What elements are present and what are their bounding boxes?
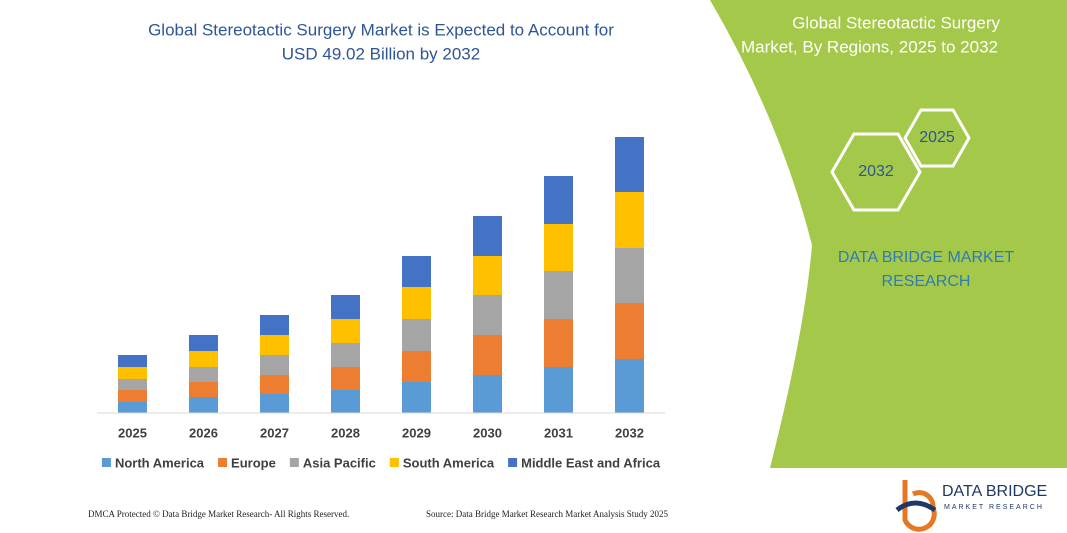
bar-segment <box>331 295 360 319</box>
x-tick-label: 2025 <box>118 425 147 440</box>
brand-text: DATA BRIDGE MARKET <box>838 249 1015 266</box>
bar-segment <box>473 335 502 375</box>
bar-segment <box>402 319 431 351</box>
bar-segment <box>260 355 289 375</box>
x-tick-label: 2028 <box>331 425 360 440</box>
bar-segment <box>473 216 502 256</box>
bar-segment <box>189 382 218 397</box>
bar-segment <box>260 335 289 355</box>
bar-segment <box>615 248 644 303</box>
x-tick-label: 2029 <box>402 425 431 440</box>
logo-subtext: MARKET RESEARCH <box>944 504 1044 511</box>
footer-left: DMCA Protected © Data Bridge Market Rese… <box>88 509 349 519</box>
bar-segment <box>544 319 573 367</box>
bar-segment <box>615 303 644 359</box>
bar-segment <box>402 382 431 413</box>
bar-segment <box>189 351 218 367</box>
bar-segment <box>473 295 502 335</box>
hex-label: 2032 <box>858 163 894 180</box>
hexagon <box>830 132 922 212</box>
bar-segment <box>118 379 147 390</box>
hexagon <box>903 108 971 168</box>
chart-title: Global Stereotactic Surgery Market is Ex… <box>148 20 614 39</box>
bar-segment <box>118 367 147 379</box>
bar-segment <box>473 256 502 295</box>
bar-segment <box>260 394 289 413</box>
bar-segment <box>544 224 573 271</box>
bar-segment <box>260 375 289 394</box>
logo-icon <box>895 500 937 513</box>
hex-label: 2025 <box>919 129 955 146</box>
bar-segment <box>331 390 360 413</box>
legend-label: Asia Pacific <box>303 455 376 470</box>
bar-segment <box>615 359 644 413</box>
chart-title: USD 49.02 Billion by 2032 <box>282 44 480 63</box>
legend: North America Europe Asia Pacific South Ame… <box>101 455 661 470</box>
bar-segment <box>118 390 147 402</box>
bar-segment <box>544 176 573 224</box>
legend-swatch <box>508 458 518 467</box>
panel-title: Global Stereotactic Surgery <box>792 13 1000 32</box>
legend-label: South America <box>403 455 495 470</box>
bar-segment <box>189 335 218 351</box>
bar-segment <box>473 375 502 413</box>
x-tick-label: 2031 <box>544 425 573 440</box>
legend-swatch <box>389 458 399 467</box>
logo-icon <box>902 480 937 532</box>
bar-segment <box>260 315 289 335</box>
panel-title: Market, By Regions, 2025 to 2032 <box>741 37 998 56</box>
x-tick-label: 2027 <box>260 425 289 440</box>
brand-text: RESEARCH <box>882 273 971 290</box>
bar-segment <box>118 402 147 413</box>
legend-label: North America <box>115 455 205 470</box>
bar-segment <box>331 343 360 367</box>
bar-segment <box>402 351 431 382</box>
bar-segment <box>544 367 573 413</box>
bar-segment <box>402 287 431 319</box>
bar-segment <box>615 192 644 248</box>
bar-segment <box>402 256 431 287</box>
side-panel <box>710 0 1067 468</box>
legend-label: Middle East and Africa <box>521 455 661 470</box>
bar-segment <box>544 271 573 319</box>
bar-segment <box>189 367 218 382</box>
logo-text: DATA BRIDGE <box>942 483 1047 500</box>
x-tick-label: 2030 <box>473 425 502 440</box>
legend-label: Europe <box>231 455 276 470</box>
x-tick-label: 2032 <box>615 425 644 440</box>
bar-segment <box>189 397 218 413</box>
legend-swatch <box>218 458 228 467</box>
bar-segment <box>118 355 147 367</box>
footer-right: Source: Data Bridge Market Research Mark… <box>426 509 668 519</box>
legend-swatch <box>289 458 299 467</box>
bar-segment <box>331 367 360 390</box>
legend-swatch <box>101 458 111 467</box>
x-tick-label: 2026 <box>189 425 218 440</box>
bar-segment <box>331 319 360 343</box>
bar-segment <box>615 137 644 192</box>
